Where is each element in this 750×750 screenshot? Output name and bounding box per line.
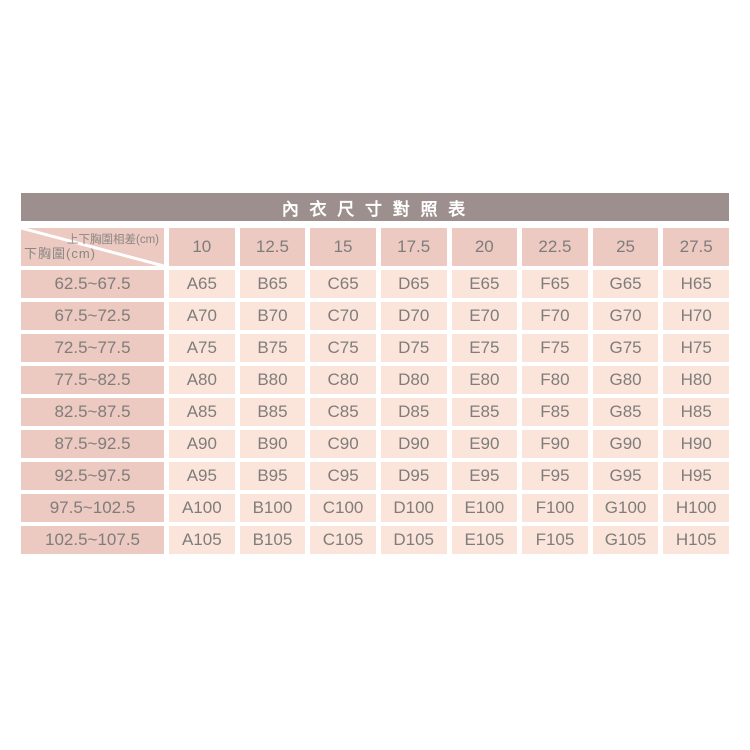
size-cell: E75 (451, 334, 518, 362)
size-cell: H75 (663, 334, 729, 362)
col-header-cup-diff: 25 (592, 228, 659, 266)
size-cell: F105 (522, 526, 588, 554)
row-header-band-range: 82.5~87.5 (21, 398, 164, 426)
col-header-cup-diff: 10 (169, 228, 235, 266)
row-header-band-range: 62.5~67.5 (21, 270, 164, 298)
size-cell: A105 (169, 526, 235, 554)
col-axis-label: 上下胸圍相差(cm) (67, 234, 159, 246)
size-cell: B100 (239, 494, 306, 522)
size-cell: F95 (522, 462, 588, 490)
row-axis-label: 下胸圍(cm) (24, 246, 96, 261)
size-cell: B65 (239, 270, 306, 298)
bra-size-chart: 內 衣 尺 寸 對 照 表 上下胸圍相差(cm) 下胸圍(cm) 10 12.5 1… (21, 193, 729, 554)
size-cell: F80 (522, 366, 588, 394)
size-cell: G80 (592, 366, 659, 394)
size-cell: G75 (592, 334, 659, 362)
col-header-cup-diff: 22.5 (522, 228, 588, 266)
size-cell: A95 (169, 462, 235, 490)
col-header-cup-diff: 12.5 (239, 228, 306, 266)
size-cell: A100 (169, 494, 235, 522)
size-cell: C80 (310, 366, 376, 394)
size-cell: H90 (663, 430, 729, 458)
size-cell: C100 (310, 494, 376, 522)
size-cell: C75 (310, 334, 376, 362)
size-cell: G95 (592, 462, 659, 490)
size-cell: E90 (451, 430, 518, 458)
size-cell: B90 (239, 430, 306, 458)
size-cell: B85 (239, 398, 306, 426)
size-cell: D80 (380, 366, 447, 394)
size-cell: A90 (169, 430, 235, 458)
size-cell: B95 (239, 462, 306, 490)
size-cell: F85 (522, 398, 588, 426)
size-cell: H95 (663, 462, 729, 490)
size-cell: A70 (169, 302, 235, 330)
size-cell: F70 (522, 302, 588, 330)
size-cell: D90 (380, 430, 447, 458)
size-cell: E95 (451, 462, 518, 490)
size-cell: B70 (239, 302, 306, 330)
size-cell: F100 (522, 494, 588, 522)
size-cell: F65 (522, 270, 588, 298)
size-cell: E70 (451, 302, 518, 330)
size-cell: H80 (663, 366, 729, 394)
size-cell: F90 (522, 430, 588, 458)
size-cell: C85 (310, 398, 376, 426)
size-cell: A75 (169, 334, 235, 362)
size-cell: B75 (239, 334, 306, 362)
col-header-cup-diff: 17.5 (380, 228, 447, 266)
col-header-cup-diff: 15 (310, 228, 376, 266)
size-cell: B80 (239, 366, 306, 394)
size-cell: H70 (663, 302, 729, 330)
size-cell: H85 (663, 398, 729, 426)
size-cell: C105 (310, 526, 376, 554)
size-cell: G70 (592, 302, 659, 330)
row-header-band-range: 67.5~72.5 (21, 302, 164, 330)
size-cell: D70 (380, 302, 447, 330)
row-header-band-range: 72.5~77.5 (21, 334, 164, 362)
diagonal-header-cell: 上下胸圍相差(cm) 下胸圍(cm) (21, 228, 164, 266)
size-cell: A65 (169, 270, 235, 298)
size-cell: E105 (451, 526, 518, 554)
col-header-cup-diff: 27.5 (663, 228, 729, 266)
size-cell: H100 (663, 494, 729, 522)
size-cell: H65 (663, 270, 729, 298)
diagonal-divider-line (21, 228, 164, 266)
size-cell: A80 (169, 366, 235, 394)
size-cell: C70 (310, 302, 376, 330)
row-header-band-range: 102.5~107.5 (21, 526, 164, 554)
chart-title: 內 衣 尺 寸 對 照 表 (21, 193, 729, 221)
size-cell: D100 (380, 494, 447, 522)
size-cell: E65 (451, 270, 518, 298)
size-cell: G100 (592, 494, 659, 522)
size-cell: D65 (380, 270, 447, 298)
size-cell: A85 (169, 398, 235, 426)
size-cell: D105 (380, 526, 447, 554)
size-grid: 上下胸圍相差(cm) 下胸圍(cm) 10 12.5 15 17.5 20 22.5 25 2… (21, 228, 729, 554)
col-header-cup-diff: 20 (451, 228, 518, 266)
size-cell: C90 (310, 430, 376, 458)
size-cell: C65 (310, 270, 376, 298)
size-cell: E100 (451, 494, 518, 522)
size-cell: E85 (451, 398, 518, 426)
size-cell: G105 (592, 526, 659, 554)
size-cell: D85 (380, 398, 447, 426)
size-cell: D75 (380, 334, 447, 362)
size-cell: F75 (522, 334, 588, 362)
size-cell: B105 (239, 526, 306, 554)
size-cell: C95 (310, 462, 376, 490)
row-header-band-range: 92.5~97.5 (21, 462, 164, 490)
size-cell: G90 (592, 430, 659, 458)
size-cell: G65 (592, 270, 659, 298)
size-cell: H105 (663, 526, 729, 554)
row-header-band-range: 87.5~92.5 (21, 430, 164, 458)
size-cell: E80 (451, 366, 518, 394)
row-header-band-range: 97.5~102.5 (21, 494, 164, 522)
size-cell: G85 (592, 398, 659, 426)
size-cell: D95 (380, 462, 447, 490)
row-header-band-range: 77.5~82.5 (21, 366, 164, 394)
